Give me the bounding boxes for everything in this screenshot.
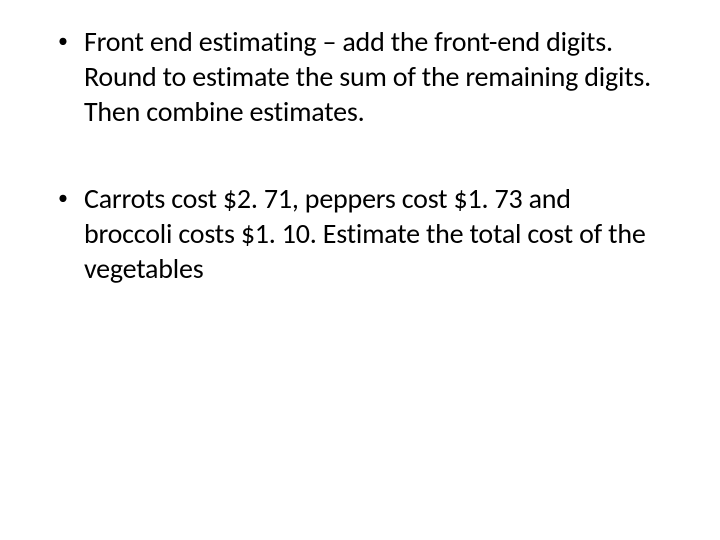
bullet-text-2: Carrots cost $2. 71, peppers cost $1. 73… [84, 181, 660, 286]
bullet-marker-icon: • [58, 31, 68, 51]
bullet-text-1: Front end estimating – add the front-end… [84, 24, 660, 129]
bullet-marker-icon: • [58, 188, 68, 208]
bullet-item-2: • Carrots cost $2. 71, peppers cost $1. … [58, 181, 660, 286]
bullet-item-1: • Front end estimating – add the front-e… [58, 24, 660, 129]
